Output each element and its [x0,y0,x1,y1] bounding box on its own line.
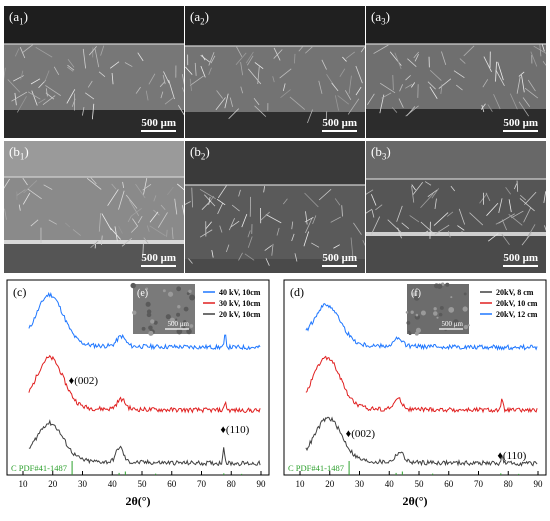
sem-panel-label: (b1) [9,144,29,162]
scale-bar-line [322,130,357,132]
sem-panel-b3: (b3) 500 μm [366,141,546,273]
x-tick-label: 40 [385,479,395,489]
sem-panel-subscript: 1 [19,16,24,27]
scale-bar-label: 500 μm [322,117,357,129]
x-tick-label: 90 [257,479,267,489]
series-line [305,355,538,414]
x-axis-label: 2θ(°) [402,494,427,508]
sem-panel-label: (b2) [190,144,210,162]
x-tick-label: 20 [48,479,58,489]
sem-micrograph [4,141,184,273]
x-tick-label: 30 [355,479,365,489]
sem-panel-b1: (b1) 500 μm [4,141,184,273]
sem-panel-letter: b [13,144,20,159]
peak-annotation: ♦(110) [497,450,526,462]
sem-panel-label: (a3) [371,9,390,27]
x-tick-label: 50 [138,479,148,489]
plot-frame [6,279,270,476]
sem-panel-letter: b [194,144,201,159]
sem-panel-subscript: 2 [200,16,205,27]
sem-panel-label: (a1) [9,9,28,27]
scale-bar: 500 μm [322,117,357,132]
scale-bar-label: 500 μm [503,252,538,264]
reference-label: C PDF#41-1487 [288,463,344,473]
sem-panel-a1: (a1) 500 μm [4,6,184,138]
sem-panel-subscript: 3 [381,16,386,27]
x-tick-label: 50 [415,479,425,489]
scale-bar: 500 μm [141,252,176,267]
scale-bar-line [141,130,176,132]
scale-bar: 500 μm [503,117,538,132]
scale-bar-line [503,265,538,267]
x-tick-label: 10 [19,479,29,489]
plot-frame [283,279,547,476]
xrd-chart-c: 10 20 30 40 50 60 70 80 90 2θ(°) (c) C PDF#41-1487 ♦… [6,279,270,508]
sem-micrograph [4,6,184,138]
scale-bar-label: 500 μm [141,117,176,129]
series-line [305,303,538,352]
x-axis-label: 2θ(°) [125,494,150,508]
series-line [28,291,261,351]
x-tick-label: 90 [534,479,544,489]
legend-entry: 20kV, 10 cm [496,299,538,308]
inset-scale-label: 500 μm [168,320,190,328]
scale-bar-line [322,265,357,267]
sem-panel-letter: a [194,9,201,24]
scale-bar-label: 500 μm [141,252,176,264]
scale-bar-label: 500 μm [503,117,538,129]
inset-sem-image [130,282,196,336]
sem-panel-a2: (a2) 500 μm [185,6,365,138]
inset-label: (e) [137,288,148,299]
sem-panel-b2: (b2) 500 μm [185,141,365,273]
legend-entry: 40 kV, 10cm [219,288,261,297]
scale-bar: 500 μm [322,252,357,267]
x-tick-label: 60 [444,479,454,489]
legend-entry: 20 kV, 10cm [219,310,261,319]
sem-panel-a3: (a3) 500 μm [366,6,546,138]
x-tick-label: 70 [197,479,207,489]
sem-panel-label: (b3) [371,144,391,162]
x-tick-label: 70 [474,479,484,489]
sem-panel-subscript: 2 [200,151,206,162]
x-tick-label: 60 [167,479,177,489]
legend-entry: 30 kV, 10cm [219,299,261,308]
scale-bar-label: 500 μm [322,252,357,264]
series-line [28,419,261,467]
chart-panel-label: (c) [13,285,26,299]
sem-panel-letter: a [13,9,20,24]
sem-panel-subscript: 1 [19,151,25,162]
peak-annotation: ♦(110) [220,424,249,436]
sem-micrograph [185,141,365,273]
sem-micrograph [366,6,546,138]
series-line [305,416,538,467]
x-tick-label: 30 [78,479,88,489]
chart-panel-label: (d) [290,285,304,299]
x-tick-label: 10 [296,479,306,489]
inset-sem-image [405,282,470,336]
sem-micrograph [185,6,365,138]
peak-annotation: ♦(002) [346,428,376,440]
legend-entry: 20kV, 8 cm [496,288,534,297]
peak-annotation: ♦(002) [69,375,99,387]
sem-micrograph [366,141,546,273]
scale-bar: 500 μm [141,117,176,132]
reference-label: C PDF#41-1487 [11,463,67,473]
x-tick-label: 20 [325,479,335,489]
scale-bar-line [141,265,176,267]
legend-entry: 20kV, 12 cm [496,310,538,319]
xrd-chart-d: 10 20 30 40 50 60 70 80 90 2θ(°) (d) C PDF#41-1487 ♦… [283,279,547,508]
scale-bar: 500 μm [503,252,538,267]
inset-label: (f) [411,288,421,299]
sem-panel-subscript: 3 [381,151,387,162]
x-tick-label: 80 [504,479,514,489]
sem-panel-letter: b [375,144,382,159]
x-tick-label: 40 [108,479,118,489]
x-tick-label: 80 [227,479,237,489]
inset-scale-label: 500 μm [442,320,464,328]
series-line [28,354,261,414]
scale-bar-line [503,130,538,132]
sem-panel-letter: a [375,9,382,24]
sem-panel-label: (a2) [190,9,209,27]
